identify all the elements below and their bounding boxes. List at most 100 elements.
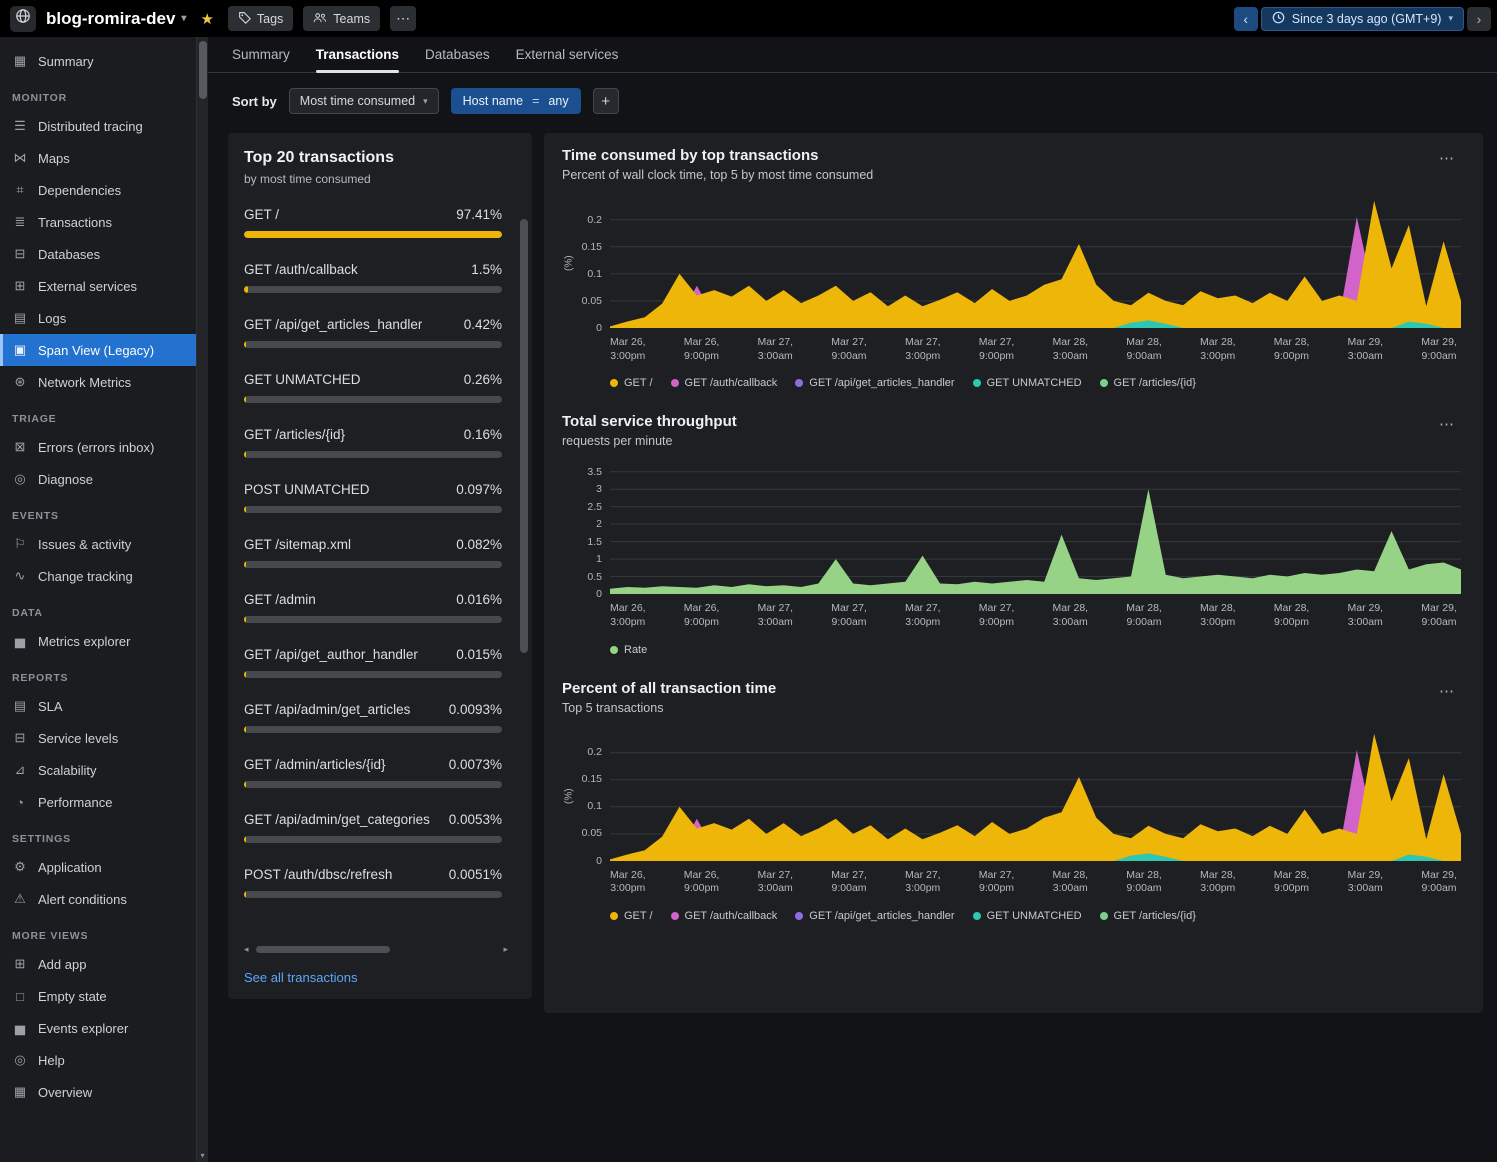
transaction-name: GET /	[244, 207, 280, 222]
transaction-progress-fill	[244, 781, 247, 788]
vertical-scrollbar-thumb[interactable]	[520, 219, 528, 653]
sidebar-scrollbar[interactable]: ▾	[196, 37, 208, 1162]
legend-item-get[interactable]: GET /	[610, 910, 653, 922]
horizontal-scrollbar-thumb[interactable]	[255, 946, 391, 953]
sidebar-item-errors-errors-inbox[interactable]: ⊠ Errors (errors inbox)	[0, 431, 196, 463]
sidebar-item-dependencies[interactable]: ⌗ Dependencies	[0, 174, 196, 206]
sidebar-item-label: Metrics explorer	[38, 633, 131, 649]
transaction-row[interactable]: POST UNMATCHED 0.097%	[244, 473, 502, 528]
transactions-horizontal-scrollbar[interactable]: ◂ ▸	[244, 943, 508, 956]
legend-item-get-unmatched[interactable]: GET UNMATCHED	[972, 377, 1082, 389]
teams-button[interactable]: Teams	[303, 6, 381, 31]
sidebar-item-external-services[interactable]: ⊞ External services	[0, 270, 196, 302]
favorite-star-icon[interactable]: ★	[200, 10, 214, 28]
clock-icon	[1272, 11, 1285, 27]
sidebar-item-help[interactable]: ◎ Help	[0, 1044, 196, 1076]
tag-icon	[238, 11, 251, 27]
sidebar-item-empty-state[interactable]: □ Empty state	[0, 980, 196, 1012]
legend-item-get[interactable]: GET /	[610, 377, 653, 389]
chart-menu-button[interactable]: ⋯	[1433, 680, 1461, 702]
legend-label: GET /	[624, 909, 653, 922]
sidebar-item-transactions[interactable]: ≣ Transactions	[0, 206, 196, 238]
sidebar-item-overview[interactable]: ▦ Overview	[0, 1076, 196, 1108]
tab-transactions[interactable]: Transactions	[315, 47, 400, 73]
sidebar-item-scalability[interactable]: ⊿ Scalability	[0, 754, 196, 786]
horizontal-scrollbar-track[interactable]	[254, 946, 499, 953]
sidebar-item-metrics-explorer[interactable]: ▅ Metrics explorer	[0, 625, 196, 657]
legend-item-get-auth-callback[interactable]: GET /auth/callback	[670, 910, 777, 922]
sidebar-item-events-explorer[interactable]: ▅ Events explorer	[0, 1012, 196, 1044]
sidebar-item-logs[interactable]: ▤ Logs	[0, 302, 196, 334]
app-title[interactable]: blog-romira-dev ▾	[46, 9, 186, 29]
transactions-vertical-scrollbar[interactable]	[520, 219, 528, 919]
transaction-row-header: GET / 97.41%	[244, 207, 502, 222]
tab-external-services[interactable]: External services	[515, 47, 619, 62]
time-picker-button[interactable]: Since 3 days ago (GMT+9) ▾	[1260, 6, 1464, 31]
sidebar-item-performance[interactable]: ◔ Performance	[0, 786, 196, 818]
legend-item-get-api-get-articles-handler[interactable]: GET /api/get_articles_handler	[795, 377, 955, 389]
legend-item-get-api-get-articles-handler[interactable]: GET /api/get_articles_handler	[795, 910, 955, 922]
legend-label: GET UNMATCHED	[986, 909, 1082, 922]
legend-color-dot	[1099, 379, 1108, 388]
sidebar-item-diagnose[interactable]: ◎ Diagnose	[0, 463, 196, 495]
legend-item-get-articles-id[interactable]: GET /articles/{id}	[1099, 377, 1196, 389]
add-filter-button[interactable]: +	[592, 88, 619, 114]
diagnose-icon: ◎	[14, 471, 26, 486]
time-forward-button[interactable]: ›	[1467, 6, 1491, 31]
transaction-row[interactable]: GET /api/admin/get_categories 0.0053%	[244, 803, 502, 858]
transaction-row[interactable]: GET UNMATCHED 0.26%	[244, 363, 502, 418]
x-tick-label: Mar 28, 3:00pm	[1200, 336, 1236, 362]
scroll-down-icon[interactable]: ▾	[200, 1151, 205, 1160]
transaction-row[interactable]: GET /api/get_author_handler 0.015%	[244, 638, 502, 693]
charts-panel: Time consumed by top transactions Percent…	[544, 133, 1483, 1013]
transaction-row[interactable]: POST /auth/dbsc/refresh 0.0051%	[244, 858, 502, 913]
sidebar-item-issues-activity[interactable]: ⚐ Issues & activity	[0, 528, 196, 560]
sidebar-item-label: Errors (errors inbox)	[38, 439, 155, 455]
scroll-left-icon[interactable]: ◂	[244, 944, 249, 954]
transaction-row[interactable]: GET /articles/{id} 0.16%	[244, 418, 502, 473]
host-name-filter-chip[interactable]: Host name = any	[450, 88, 581, 114]
time-back-button[interactable]: ‹	[1233, 6, 1258, 31]
app-logo[interactable]	[10, 5, 36, 32]
scroll-right-icon[interactable]: ▸	[503, 944, 508, 954]
x-tick-label: Mar 28, 9:00pm	[1273, 336, 1310, 362]
transaction-row[interactable]: GET /auth/callback 1.5%	[244, 253, 502, 308]
sidebar-item-alert-conditions[interactable]: ⚠ Alert conditions	[0, 883, 196, 915]
chart-menu-button[interactable]: ⋯	[1433, 147, 1461, 169]
sidebar-item-change-tracking[interactable]: ∿ Change tracking	[0, 560, 196, 592]
sidebar-item-summary[interactable]: ▦ Summary	[0, 45, 196, 77]
sidebar-item-application[interactable]: ⚙ Application	[0, 851, 196, 883]
transaction-row[interactable]: GET /api/admin/get_articles 0.0093%	[244, 693, 502, 748]
sidebar-item-network-metrics[interactable]: ⊛ Network Metrics	[0, 366, 196, 398]
transaction-row[interactable]: GET / 97.41%	[244, 198, 502, 253]
legend-item-get-articles-id[interactable]: GET /articles/{id}	[1099, 910, 1196, 922]
tags-button[interactable]: Tags	[227, 6, 294, 31]
chart-menu-button[interactable]: ⋯	[1433, 413, 1461, 435]
legend-item-get-unmatched[interactable]: GET UNMATCHED	[972, 909, 1082, 922]
transaction-row[interactable]: GET /api/get_articles_handler 0.42%	[244, 308, 502, 363]
tab-summary[interactable]: Summary	[232, 47, 290, 62]
sidebar-item-maps[interactable]: ⋈ Maps	[0, 142, 196, 174]
sidebar-item-service-levels[interactable]: ⊟ Service levels	[0, 722, 196, 754]
transaction-row[interactable]: GET /sitemap.xml 0.082%	[244, 528, 502, 583]
sidebar-item-databases[interactable]: ⊟ Databases	[0, 238, 196, 270]
legend-item-get-auth-callback[interactable]: GET /auth/callback	[670, 377, 777, 389]
sidebar-item-distributed-tracing[interactable]: ☰ Distributed tracing	[0, 110, 196, 142]
x-tick-label: Mar 29, 3:00am	[1347, 602, 1384, 628]
sidebar-scrollbar-thumb[interactable]	[199, 41, 207, 99]
transaction-progress-fill	[244, 286, 248, 293]
series-get	[610, 733, 1461, 861]
sidebar-item-add-app[interactable]: ⊞ Add app	[0, 948, 196, 980]
transaction-row[interactable]: GET /admin/articles/{id} 0.0073%	[244, 748, 502, 803]
more-options-button[interactable]: ⋯	[390, 6, 417, 31]
see-all-transactions-link[interactable]: See all transactions	[244, 970, 358, 985]
y-axis: 0 0.05 0.1 0.15 0.2	[576, 731, 610, 866]
transaction-row[interactable]: GET /admin 0.016%	[244, 583, 502, 638]
sidebar-item-sla[interactable]: ▤ SLA	[0, 690, 196, 722]
header-right-group: ‹ Since 3 days ago (GMT+9) ▾ ›	[1233, 6, 1491, 31]
legend-item-rate[interactable]: Rate	[610, 644, 647, 656]
tab-databases[interactable]: Databases	[425, 47, 490, 62]
sort-by-dropdown[interactable]: Most time consumed ▾	[288, 88, 439, 114]
sidebar-item-span-view-legacy[interactable]: ▣ Span View (Legacy)	[0, 334, 196, 366]
